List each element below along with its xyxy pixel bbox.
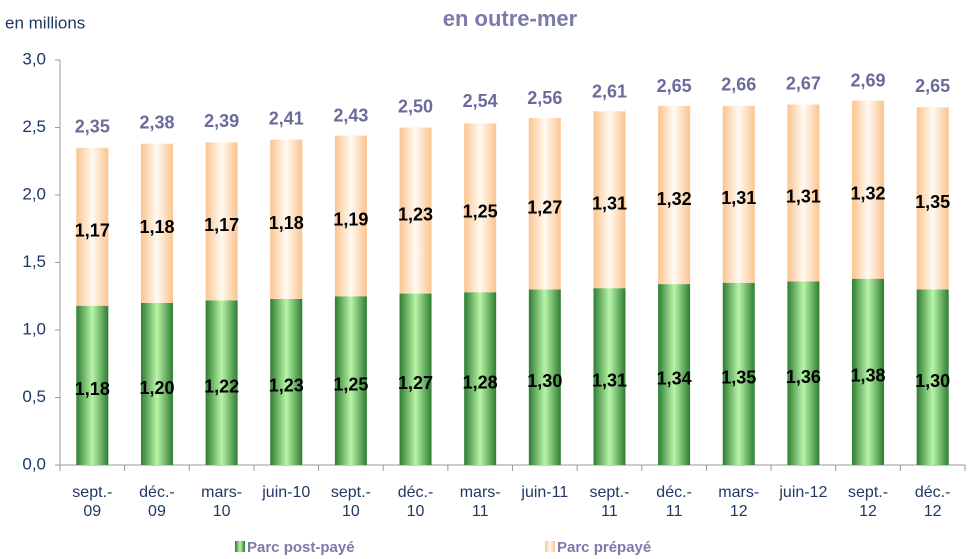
data-label: 1,35 bbox=[721, 368, 756, 388]
x-tick-label: mars- 12 bbox=[718, 484, 760, 520]
bar-segment bbox=[140, 143, 173, 303]
bar-segment bbox=[916, 107, 949, 290]
data-label: 1,17 bbox=[204, 215, 239, 235]
bar-segment bbox=[76, 147, 109, 306]
data-label: 1,18 bbox=[139, 217, 174, 237]
total-label: 2,54 bbox=[463, 91, 498, 111]
x-tick-label: mars- 10 bbox=[201, 484, 243, 520]
bar-segment bbox=[722, 105, 755, 283]
bar-segment bbox=[593, 288, 626, 465]
bar-segment bbox=[722, 282, 755, 465]
x-tick-label: sept.- 12 bbox=[848, 484, 889, 520]
total-label: 2,61 bbox=[592, 81, 627, 101]
legend-swatch bbox=[545, 541, 555, 552]
data-label: 1,27 bbox=[398, 373, 433, 393]
data-label: 1,22 bbox=[204, 376, 239, 396]
y-axis-label: en millions bbox=[5, 13, 85, 32]
x-tick-label: sept.- 10 bbox=[330, 484, 371, 520]
data-label: 1,35 bbox=[915, 192, 950, 212]
legend-label: Parc prépayé bbox=[557, 539, 651, 556]
data-label: 1,34 bbox=[657, 368, 692, 388]
bar-segment bbox=[205, 300, 238, 465]
data-label: 1,32 bbox=[851, 183, 886, 203]
bar-segment bbox=[270, 298, 303, 465]
data-label: 1,30 bbox=[915, 371, 950, 391]
data-label: 1,23 bbox=[398, 204, 433, 224]
total-label: 2,66 bbox=[721, 75, 756, 95]
data-label: 1,31 bbox=[721, 188, 756, 208]
data-label: 1,18 bbox=[75, 379, 110, 399]
bar-segment bbox=[270, 139, 303, 299]
bar-segment bbox=[593, 111, 626, 289]
y-tick-label: 0,0 bbox=[22, 454, 46, 473]
data-label: 1,31 bbox=[592, 193, 627, 213]
x-tick-label: sept.- 09 bbox=[72, 484, 113, 520]
bar-segment bbox=[399, 127, 432, 294]
total-label: 2,69 bbox=[851, 71, 886, 91]
bar-segment bbox=[464, 292, 497, 465]
bar-segment bbox=[334, 135, 367, 297]
x-tick-label: sept.- 11 bbox=[589, 484, 630, 520]
bar-segment bbox=[852, 100, 885, 279]
chart-title: en outre-mer bbox=[443, 6, 578, 31]
data-label: 1,28 bbox=[463, 372, 498, 392]
bar-segment bbox=[787, 281, 820, 465]
total-label: 2,67 bbox=[786, 73, 821, 93]
x-tick-label: juin-12 bbox=[779, 484, 828, 501]
data-label: 1,18 bbox=[269, 213, 304, 233]
total-label: 2,38 bbox=[139, 112, 174, 132]
y-tick-label: 0,5 bbox=[22, 387, 46, 406]
data-label: 1,31 bbox=[786, 187, 821, 207]
data-label: 1,20 bbox=[139, 378, 174, 398]
y-tick-label: 3,0 bbox=[22, 49, 46, 68]
bar-segment bbox=[528, 289, 561, 465]
data-label: 1,38 bbox=[851, 366, 886, 386]
total-label: 2,43 bbox=[333, 106, 368, 126]
data-label: 1,30 bbox=[527, 371, 562, 391]
bar-segment bbox=[334, 296, 367, 465]
data-label: 1,32 bbox=[657, 189, 692, 209]
total-label: 2,65 bbox=[915, 76, 950, 96]
y-tick-label: 2,5 bbox=[22, 117, 46, 136]
bar-segment bbox=[205, 142, 238, 301]
legend-label: Parc post-payé bbox=[247, 539, 355, 556]
total-label: 2,35 bbox=[75, 117, 110, 137]
x-tick-label: déc.- 10 bbox=[397, 484, 434, 520]
y-tick-label: 2,0 bbox=[22, 184, 46, 203]
x-tick-label: déc.- 09 bbox=[139, 484, 175, 520]
x-tick-label: déc.- 12 bbox=[914, 484, 951, 520]
bar-segment bbox=[528, 118, 561, 290]
bar-segment bbox=[140, 303, 173, 465]
data-label: 1,27 bbox=[527, 198, 562, 218]
bar-segment bbox=[852, 278, 885, 465]
x-tick-label: mars- 11 bbox=[459, 484, 501, 520]
bar-segment bbox=[658, 284, 691, 465]
data-label: 1,19 bbox=[333, 210, 368, 230]
data-label: 1,31 bbox=[592, 370, 627, 390]
data-label: 1,25 bbox=[463, 202, 498, 222]
total-label: 2,39 bbox=[204, 111, 239, 131]
bar-segment bbox=[916, 289, 949, 465]
data-label: 1,17 bbox=[75, 220, 110, 240]
bar-segment bbox=[76, 305, 109, 465]
total-label: 2,41 bbox=[269, 108, 304, 128]
y-tick-label: 1,5 bbox=[22, 252, 46, 271]
total-label: 2,50 bbox=[398, 96, 433, 116]
bar-segment bbox=[658, 105, 691, 285]
data-label: 1,36 bbox=[786, 367, 821, 387]
bar-segment bbox=[787, 104, 820, 282]
legend-swatch bbox=[235, 541, 245, 552]
bar-segment bbox=[399, 293, 432, 465]
x-tick-label: juin-11 bbox=[521, 484, 569, 501]
y-tick-label: 1,0 bbox=[22, 319, 46, 338]
data-label: 1,25 bbox=[333, 374, 368, 394]
bar-segment bbox=[464, 123, 497, 293]
total-label: 2,56 bbox=[527, 88, 562, 108]
x-tick-label: déc.- 11 bbox=[656, 484, 692, 520]
x-tick-label: juin-10 bbox=[262, 484, 311, 501]
total-label: 2,65 bbox=[657, 76, 692, 96]
data-label: 1,23 bbox=[269, 376, 304, 396]
